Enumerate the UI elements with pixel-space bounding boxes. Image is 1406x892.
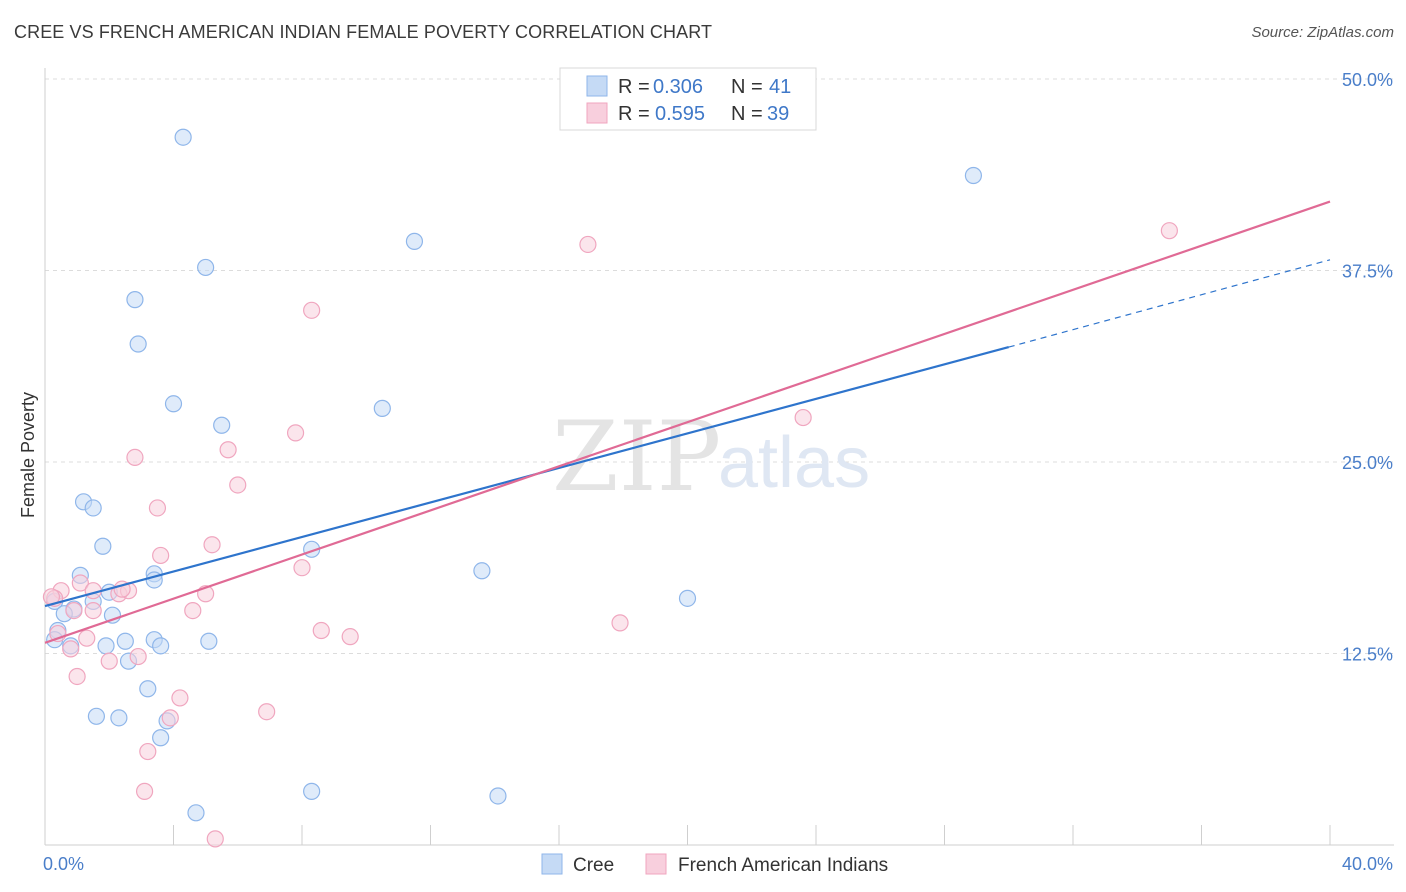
point-french-21: [184, 602, 202, 620]
point-cree-27: [97, 637, 115, 655]
point-french-34: [139, 742, 157, 761]
x-tick-label-0: 0.0%: [43, 854, 84, 874]
y-tick-label-37.5: 37.5%: [1342, 262, 1393, 282]
point-cree-38: [303, 782, 321, 800]
y-tick-label-25: 25.0%: [1342, 453, 1393, 473]
point-cree-28: [116, 632, 134, 650]
point-cree-6: [164, 395, 183, 413]
y-tick-label-12.5: 12.5%: [1342, 645, 1393, 665]
point-french-4: [286, 424, 305, 442]
point-cree-3: [197, 258, 215, 277]
point-french-6: [126, 448, 144, 467]
point-french-1: [579, 235, 597, 254]
point-cree-40: [187, 804, 205, 822]
point-french-8: [148, 499, 167, 517]
point-french-31: [171, 689, 189, 707]
legend-n-label-cree: N =: [731, 76, 763, 98]
point-french-33: [161, 709, 179, 727]
point-french-24: [341, 628, 359, 646]
point-french-9: [203, 536, 221, 554]
point-french-25: [78, 629, 96, 647]
point-french-36: [206, 830, 224, 848]
point-cree-5: [129, 335, 147, 353]
point-french-2: [303, 301, 321, 319]
watermark-atlas: atlas: [718, 423, 870, 503]
point-cree-19: [678, 589, 697, 607]
point-cree-4: [126, 291, 144, 309]
point-french-19: [84, 602, 102, 620]
grid-lines: [45, 78, 1394, 654]
point-french-10: [152, 546, 170, 565]
point-cree-0: [174, 128, 192, 146]
point-french-20: [65, 602, 83, 620]
bottom-legend: Cree French American Indians: [541, 853, 888, 876]
y-tick-label-50: 50.0%: [1342, 70, 1393, 90]
point-french-28: [129, 647, 147, 666]
chart-title: CREE VS FRENCH AMERICAN INDIAN FEMALE PO…: [14, 22, 713, 42]
y-tick-labels: 12.5% 25.0% 37.5% 50.0%: [1342, 70, 1393, 665]
axes: [44, 68, 1394, 846]
point-french-5: [219, 441, 237, 459]
point-cree-11: [94, 537, 112, 555]
legend-r-label-cree: R =: [618, 76, 650, 98]
point-cree-8: [213, 416, 231, 434]
legend-swatch-cree: [586, 75, 608, 97]
point-cree-31: [200, 632, 218, 650]
point-french-30: [68, 667, 86, 686]
point-cree-37: [152, 729, 170, 747]
point-cree-30: [152, 637, 170, 655]
point-cree-7: [373, 399, 391, 417]
bottom-legend-label-french: French American Indians: [678, 855, 888, 876]
point-cree-34: [87, 707, 106, 725]
point-french-7: [229, 476, 247, 494]
point-french-12: [71, 574, 89, 592]
legend-n-label-french: N =: [731, 103, 763, 125]
point-french-3: [794, 408, 812, 427]
source-label: Source: ZipAtlas.com: [1251, 24, 1394, 41]
point-cree-39: [489, 787, 507, 805]
trend-lines: [44, 200, 1331, 644]
point-french-11: [293, 559, 311, 577]
point-french-27: [62, 640, 80, 658]
x-tick-labels: 0.0% 40.0%: [43, 854, 1393, 874]
legend: R = 0.306 N = 41 R = 0.595 N = 39: [559, 67, 817, 131]
point-cree-10: [84, 499, 102, 517]
legend-n-value-french: 39: [767, 103, 789, 125]
point-french-29: [100, 652, 118, 670]
bottom-legend-swatch-french-american-indians: [645, 853, 667, 875]
point-cree-1: [964, 166, 983, 185]
legend-r-value-cree: 0.306: [653, 76, 703, 98]
bottom-legend-label-cree: Cree: [573, 855, 614, 876]
legend-n-value-cree: 41: [769, 76, 791, 98]
point-cree-2: [405, 232, 424, 250]
point-cree-35: [110, 709, 128, 727]
legend-r-value-french: 0.595: [655, 103, 705, 125]
point-french-32: [258, 703, 276, 721]
point-cree-33: [139, 680, 157, 698]
y-axis-label: Female Poverty: [18, 392, 38, 518]
trend-line-dashed-cree: [1008, 259, 1331, 348]
point-french-35: [135, 782, 154, 800]
point-cree-13: [473, 562, 491, 580]
watermark-zip: ZIP: [552, 401, 721, 513]
point-french-22: [611, 614, 629, 632]
legend-swatch-french-american-indians: [586, 102, 608, 124]
point-french-0: [1160, 222, 1178, 240]
bottom-legend-swatch-cree: [541, 853, 563, 875]
point-french-23: [312, 621, 330, 640]
legend-r-label-french: R =: [618, 103, 650, 125]
trend-line-french: [44, 200, 1331, 644]
x-tick-label-40: 40.0%: [1342, 854, 1393, 874]
